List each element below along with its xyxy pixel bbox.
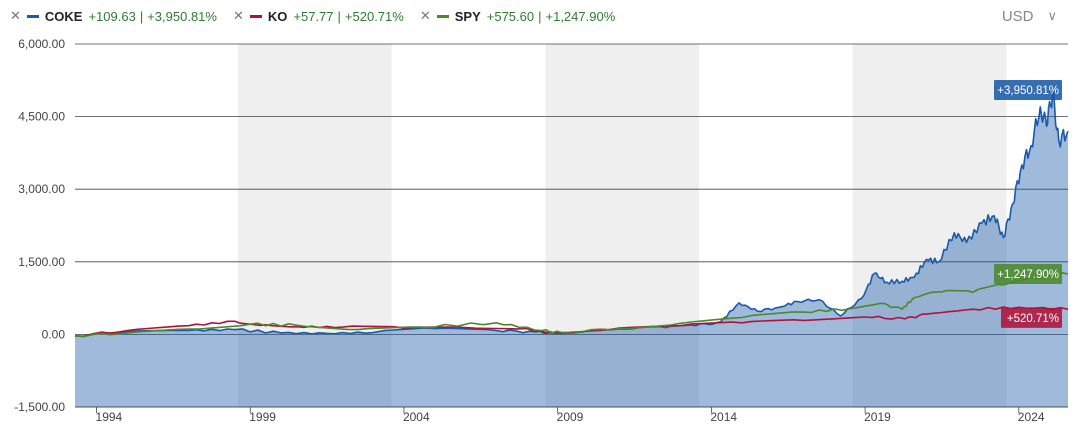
legend-item-coke: ✕ COKE +109.63 | +3,950.81%	[10, 8, 217, 24]
y-tick-label: 6,000.00	[18, 37, 65, 51]
currency-selector[interactable]: USD ∨	[1002, 5, 1057, 27]
ko-ticker: KO	[267, 8, 288, 24]
spy-pct: +1,247.90%	[545, 8, 616, 24]
x-tick-label: 2004	[403, 410, 430, 424]
legend-separator: |	[337, 8, 341, 24]
coke-end-label-text: +3,950.81%	[997, 85, 1059, 97]
x-tick-label: 2009	[557, 410, 584, 424]
ko-line	[74, 306, 1069, 337]
x-tick-label: 2019	[864, 410, 891, 424]
ko-change: +57.77	[293, 8, 334, 24]
y-tick-label: -1,500.00	[14, 400, 65, 414]
legend-item-ko: ✕ KO +57.77 | +520.71%	[233, 8, 404, 24]
y-tick-label: 0.00	[42, 327, 66, 341]
axes: 6,000.00 4,500.00 3,000.00 1,500.00 0.00 -1,5…	[14, 37, 1068, 424]
end-labels: +3,950.81% +520.71% +1,247.90%	[994, 79, 1062, 328]
legend-separator: |	[538, 8, 542, 24]
remove-ko-icon[interactable]: ✕	[232, 8, 244, 23]
spy-ticker: SPY	[454, 8, 481, 24]
coke-end-label-box	[994, 79, 1062, 100]
remove-coke-icon[interactable]: ✕	[10, 8, 21, 23]
ko-end-label-box	[1001, 307, 1062, 328]
x-tick-label: 2024	[1018, 410, 1045, 424]
spy-end-label-text: +1,247.90%	[997, 269, 1059, 281]
x-tick-label: 1999	[249, 410, 276, 424]
spy-end-label: +1,247.90%	[994, 263, 1062, 284]
y-tick-label: 1,500.00	[18, 255, 65, 269]
spy-swatch	[436, 14, 449, 18]
ko-swatch	[249, 14, 262, 18]
coke-change: +109.63	[88, 8, 136, 24]
ko-end-label-text: +520.71%	[1007, 313, 1059, 325]
coke-ticker: COKE	[44, 8, 83, 24]
coke-area	[75, 91, 1068, 407]
ko-pct: +520.71%	[344, 8, 404, 24]
currency-label: USD	[1001, 7, 1034, 25]
remove-spy-icon[interactable]: ✕	[419, 8, 431, 23]
legend-separator: |	[139, 8, 144, 24]
legend-item-spy: ✕ SPY +575.60 | +1,247.90%	[420, 8, 615, 24]
y-tick-label: 3,000.00	[18, 182, 65, 196]
coke-swatch	[26, 14, 39, 18]
x-tick-label: 2014	[710, 410, 737, 424]
shaded-bands	[237, 44, 1007, 407]
coke-pct: +3,950.81%	[147, 8, 217, 24]
ko-end-label: +520.71%	[1001, 307, 1062, 328]
coke-end-label: +3,950.81%	[994, 79, 1062, 100]
series-layer	[74, 90, 1069, 407]
shaded-band	[545, 44, 700, 407]
y-tick-label: 4,500.00	[18, 110, 65, 124]
x-tick-label: 1994	[96, 410, 123, 424]
shaded-band	[237, 44, 392, 407]
spy-end-label-box	[994, 263, 1062, 284]
shaded-band	[852, 44, 1007, 407]
spy-line	[74, 272, 1069, 338]
chevron-down-icon: ∨	[1047, 8, 1057, 23]
spy-change: +575.60	[486, 8, 535, 24]
legend: ✕ COKE +109.63 | +3,950.81% ✕ KO +57.77 …	[10, 5, 631, 27]
